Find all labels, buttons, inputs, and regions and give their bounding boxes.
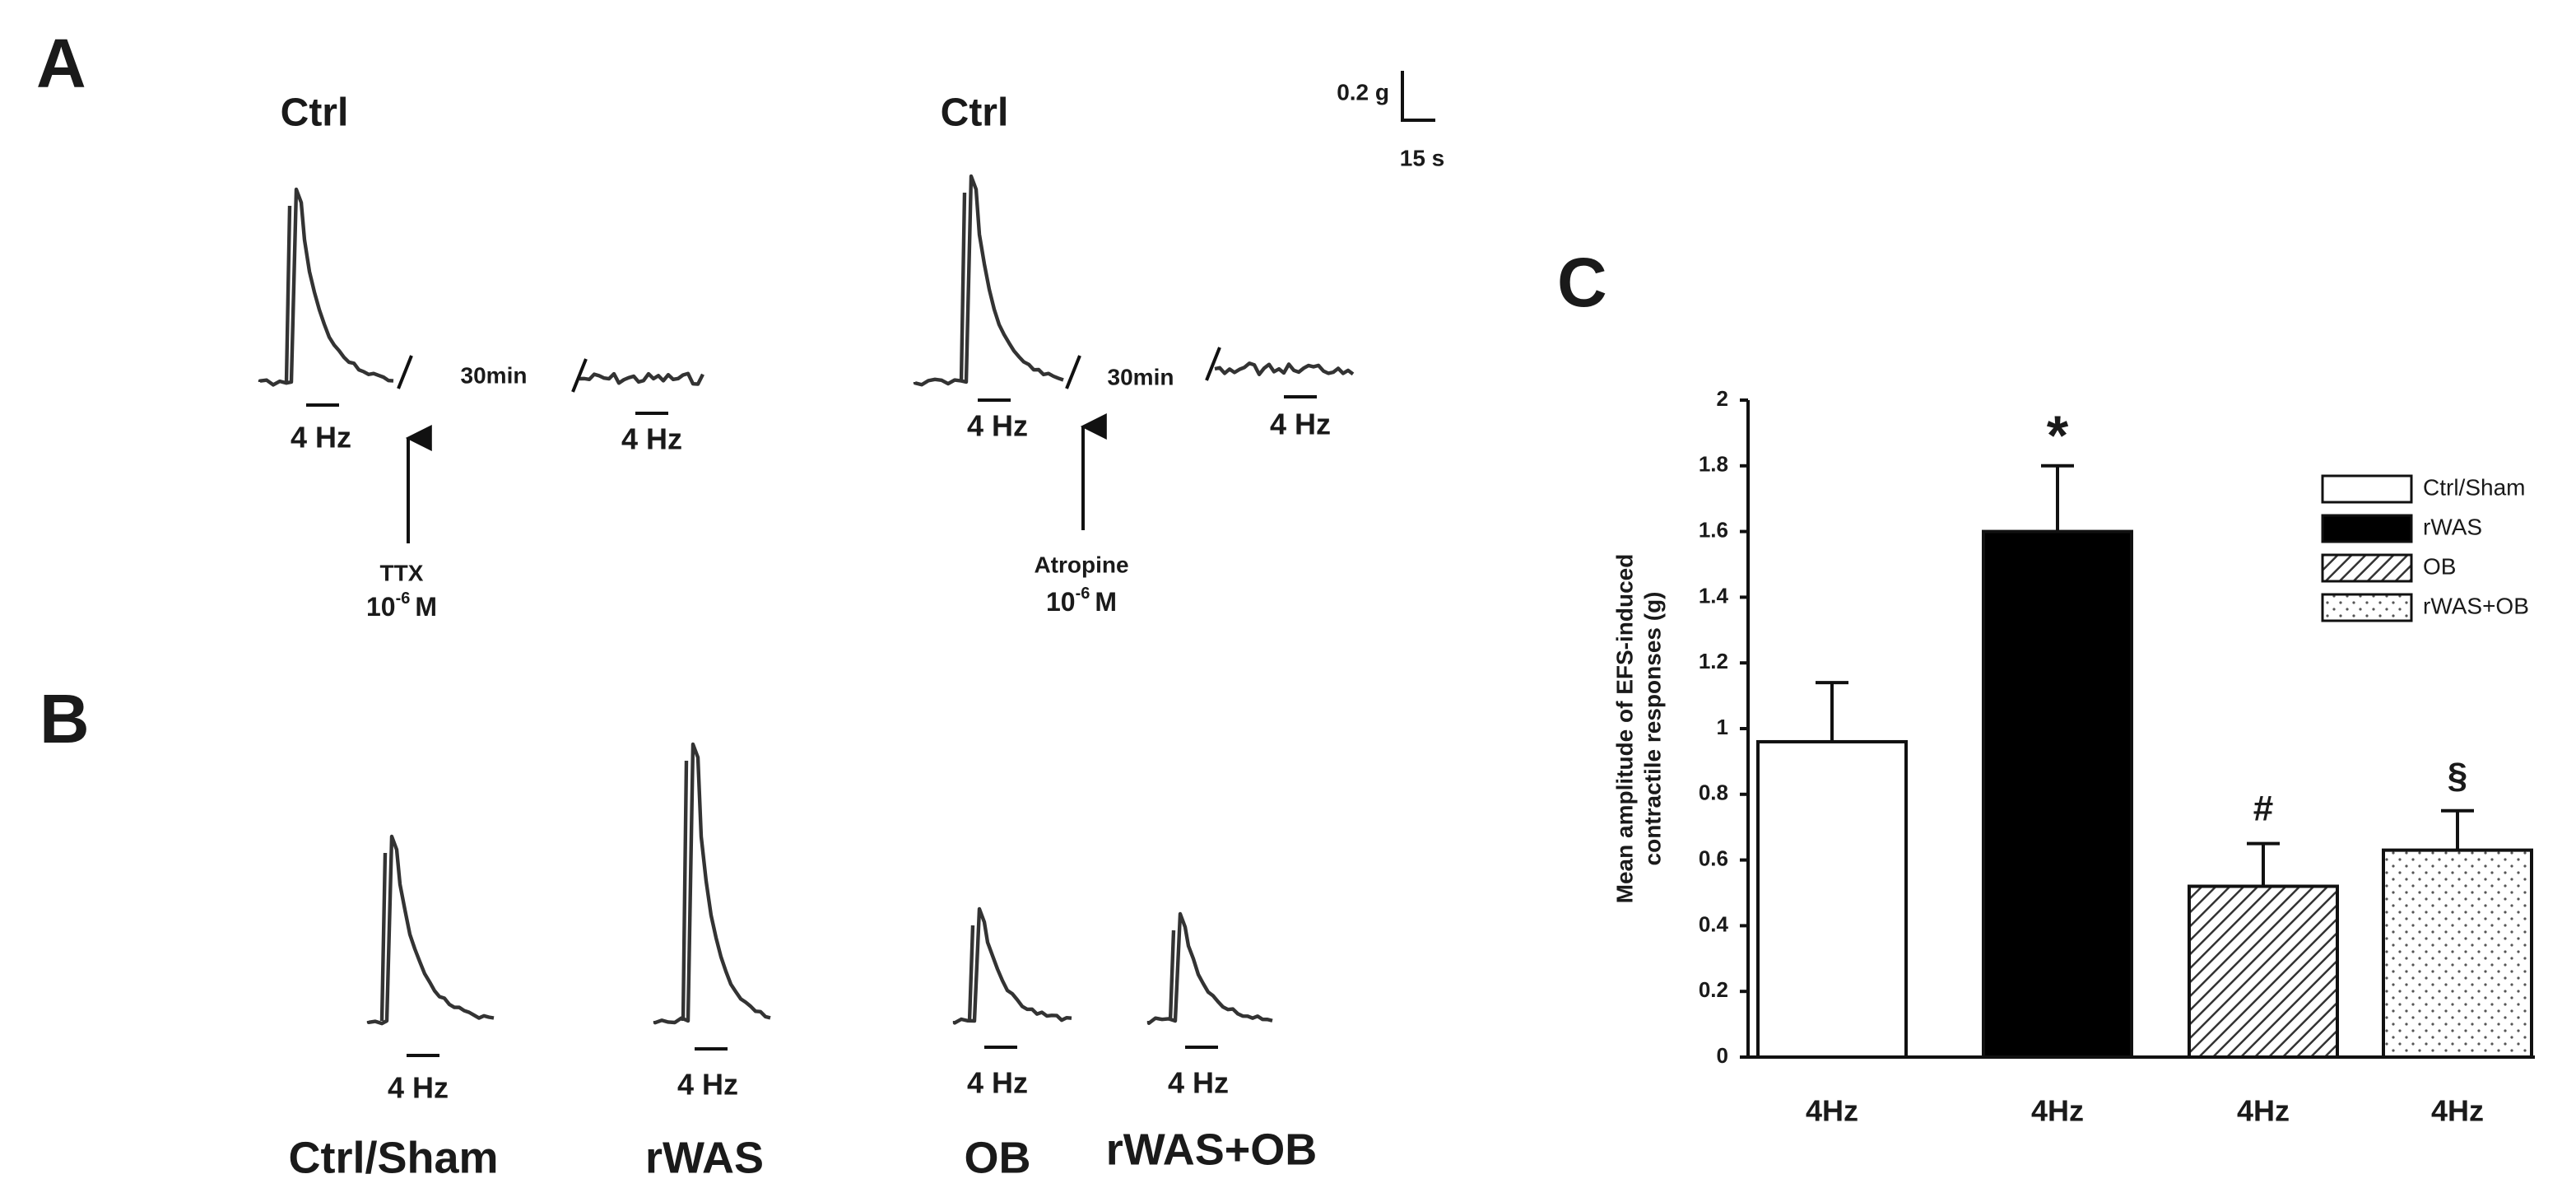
y-tick-label: 1 <box>1717 715 1728 739</box>
y-tick-label: 1.2 <box>1699 649 1728 673</box>
break-mark <box>571 358 588 393</box>
panel-label: C <box>1557 244 1607 321</box>
scale-bar <box>1401 71 1435 122</box>
gap-label: 30min <box>461 362 528 388</box>
panel-label: A <box>36 25 86 102</box>
trace <box>1214 361 1355 376</box>
legend-swatch <box>2321 474 2413 504</box>
conc-label: 10-6 M <box>1046 585 1117 617</box>
y-tick-label: 1.4 <box>1699 583 1729 608</box>
y-tick-label: 1.6 <box>1699 517 1728 542</box>
legend-label: Ctrl/Sham <box>2423 474 2525 500</box>
break-mark <box>397 355 413 389</box>
trace-title: Ctrl <box>281 91 349 135</box>
trace <box>258 187 394 387</box>
scale-force: 0.2 g <box>1337 79 1389 105</box>
stim-label: 4 Hz <box>1168 1066 1229 1100</box>
break-mark <box>1205 347 1221 381</box>
bar <box>2382 848 2533 1059</box>
y-tick-label: 0.8 <box>1699 780 1728 805</box>
drug-label: Atropine <box>1034 552 1128 577</box>
legend-swatch <box>2321 593 2413 622</box>
traces <box>258 174 1355 1057</box>
y-tick-label: 0.4 <box>1699 911 1729 936</box>
stim-label: 4 Hz <box>621 422 682 456</box>
trace-title: Ctrl <box>941 91 1009 135</box>
gap-label: 30min <box>1108 364 1174 389</box>
bar <box>1982 529 2133 1059</box>
significance-mark: § <box>2448 755 2467 795</box>
panel-b-labels: 4 Hz Ctrl/Sham 4 Hz rWAS 4 Hz OB 4 Hz rWAS+OB <box>288 1066 1317 1183</box>
bar <box>2188 884 2339 1060</box>
y-tick-label: 2 <box>1717 386 1728 411</box>
legend-label: rWAS <box>2423 514 2482 539</box>
legend-swatch <box>2321 553 2413 583</box>
group-label: OB <box>965 1133 1031 1182</box>
y-tick-label: 0.2 <box>1699 977 1728 1002</box>
trace <box>579 371 704 386</box>
x-tick-label: 4Hz <box>2431 1094 2484 1128</box>
y-tick-label: 1.8 <box>1699 452 1728 477</box>
x-tick-label: 4Hz <box>2031 1094 2084 1128</box>
stim-label: 4 Hz <box>677 1068 738 1102</box>
x-tick-label: 4Hz <box>1806 1094 1858 1128</box>
legend-label: OB <box>2423 553 2456 579</box>
trace <box>913 174 1064 387</box>
drug-label: TTX <box>380 560 424 585</box>
break-mark <box>1065 355 1081 389</box>
group-label: Ctrl/Sham <box>288 1133 498 1182</box>
significance-mark: # <box>2253 788 2273 828</box>
x-tick-label: 4Hz <box>2237 1094 2290 1128</box>
trace <box>366 834 495 1026</box>
stim-label: 4 Hz <box>388 1071 449 1105</box>
legend-swatch <box>2321 514 2413 543</box>
y-tick-label: 0 <box>1717 1043 1728 1068</box>
trace <box>952 906 1072 1025</box>
bar <box>1756 739 1908 1060</box>
group-label: rWAS+OB <box>1106 1125 1318 1174</box>
conc-label: 10-6 M <box>366 589 437 622</box>
stim-label: 4 Hz <box>967 409 1028 443</box>
stim-label: 4 Hz <box>967 1066 1028 1100</box>
significance-mark: * <box>2047 404 2069 467</box>
group-label: rWAS <box>645 1133 764 1182</box>
trace <box>1146 911 1273 1025</box>
trace <box>653 742 771 1025</box>
y-axis-label: contractile responses (g) <box>1639 592 1665 866</box>
y-axis-label: Mean amplitude of EFS-induced <box>1611 554 1637 904</box>
stim-label: 4 Hz <box>1270 408 1331 441</box>
stim-label: 4 Hz <box>291 421 351 454</box>
bar-chart: 0 0.2 0.4 0.6 0.8 1 1.2 1.4 1.6 1.8 2 Mean amplitud… <box>1611 386 2535 1128</box>
scale-time: 15 s <box>1400 145 1445 170</box>
panel-label: B <box>40 680 90 757</box>
legend-label: rWAS+OB <box>2423 593 2529 618</box>
y-tick-label: 0.6 <box>1699 846 1728 870</box>
